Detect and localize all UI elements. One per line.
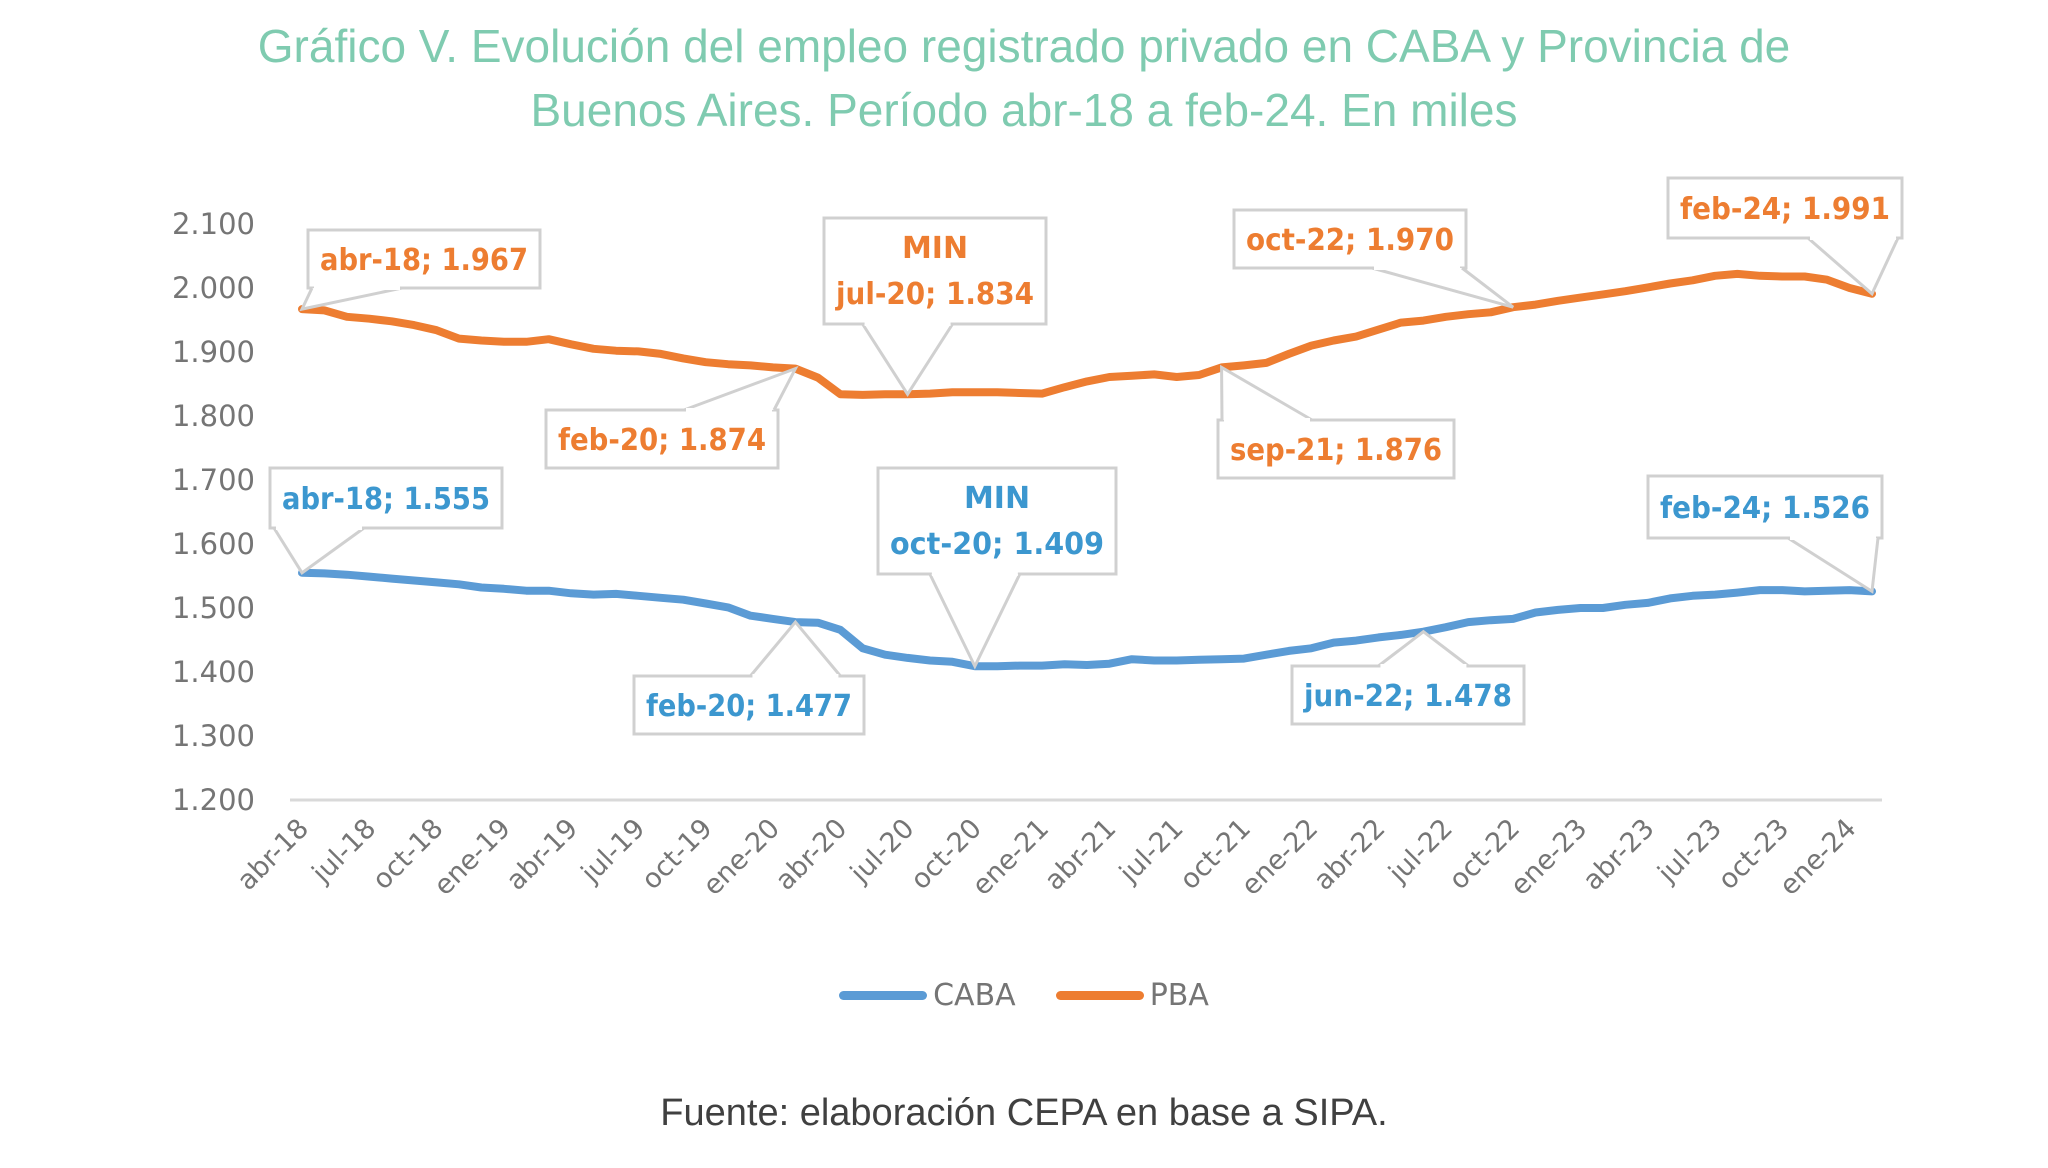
x-tick-label: ene-22 bbox=[1236, 813, 1325, 902]
callout-pba-jul-20: MIN jul-20; 1.834 bbox=[822, 216, 1048, 398]
callout-pba-feb-20: feb-20; 1.874 bbox=[544, 365, 799, 470]
x-tick-label: abr-21 bbox=[1039, 813, 1123, 897]
callout-label: abr-18; 1.555 bbox=[282, 482, 490, 517]
callout-box bbox=[1232, 208, 1468, 270]
x-tick-label: abr-23 bbox=[1577, 813, 1661, 897]
chart-title: Gráfico V. Evolución del empleo registra… bbox=[0, 14, 2048, 142]
callout-pointer bbox=[928, 573, 1022, 670]
callout-label: oct-20; 1.409 bbox=[890, 527, 1104, 562]
legend: CABA PBA bbox=[0, 978, 2048, 1013]
callout-label: sep-21; 1.876 bbox=[1230, 433, 1442, 468]
callout-box bbox=[268, 466, 504, 530]
y-tick-label: 1.700 bbox=[172, 463, 255, 497]
legend-label-caba: CABA bbox=[933, 978, 1016, 1013]
callout-pointer bbox=[861, 323, 954, 398]
callout-pointer bbox=[1220, 364, 1313, 422]
callout-caba-jun-22: jun-22; 1.478 bbox=[1290, 629, 1526, 726]
callout-pointer bbox=[1371, 266, 1515, 309]
callout-caba-abr-18: abr-18; 1.555 bbox=[268, 466, 504, 575]
series-line-caba bbox=[298, 568, 1876, 671]
legend-swatch-pba bbox=[1055, 991, 1144, 1000]
x-axis: abr-18jul-18oct-18ene-19abr-19jul-19oct-… bbox=[231, 813, 1862, 902]
x-tick-label: ene-19 bbox=[428, 813, 517, 902]
callout-box bbox=[1216, 418, 1456, 480]
callout-pointer bbox=[1377, 629, 1470, 668]
legend-item-caba[interactable]: CABA bbox=[839, 978, 1016, 1013]
callout-box bbox=[1646, 474, 1884, 540]
callout-box bbox=[306, 228, 542, 290]
series-layer bbox=[298, 269, 1876, 671]
legend-label-pba: PBA bbox=[1149, 978, 1209, 1013]
y-axis: 1.200 1.300 1.400 1.500 1.600 1.700 1.800 1.900… bbox=[172, 207, 255, 817]
callout-label: feb-24; 1.991 bbox=[1680, 192, 1890, 227]
callout-pba-sep-21: sep-21; 1.876 bbox=[1216, 364, 1456, 480]
callout-pointer bbox=[272, 526, 365, 575]
y-tick-label: 1.900 bbox=[172, 335, 255, 369]
y-tick-label: 1.200 bbox=[172, 783, 255, 817]
x-tick-label: abr-19 bbox=[501, 813, 585, 897]
x-tick-label: abr-22 bbox=[1308, 813, 1392, 897]
callout-pointer bbox=[683, 365, 799, 412]
callout-box bbox=[876, 466, 1118, 576]
callout-label: feb-24; 1.526 bbox=[1660, 491, 1870, 526]
x-tick-label: ene-23 bbox=[1505, 813, 1594, 902]
callout-box bbox=[1666, 176, 1904, 240]
callout-label: oct-22; 1.970 bbox=[1246, 223, 1454, 258]
chart-title-line-1: Gráfico V. Evolución del empleo registra… bbox=[257, 20, 1791, 72]
legend-swatch-caba bbox=[839, 991, 928, 1000]
callout-pointer bbox=[1807, 236, 1900, 297]
callout-caba-feb-20: feb-20; 1.477 bbox=[632, 619, 866, 736]
callout-label: jun-22; 1.478 bbox=[1303, 679, 1512, 714]
callout-header: MIN bbox=[902, 231, 968, 266]
callout-pointer bbox=[299, 286, 403, 312]
x-tick-label: ene-24 bbox=[1774, 813, 1863, 902]
source-note: Fuente: elaboración CEPA en base a SIPA. bbox=[660, 1092, 1388, 1134]
y-tick-label: 1.300 bbox=[172, 719, 255, 753]
x-tick-label: abr-18 bbox=[231, 813, 315, 897]
callout-box bbox=[822, 216, 1048, 326]
y-tick-label: 1.400 bbox=[172, 655, 255, 689]
x-tick-label: ene-21 bbox=[966, 813, 1055, 902]
y-tick-label: 1.600 bbox=[172, 527, 255, 561]
callout-label: jul-20; 1.834 bbox=[835, 277, 1034, 312]
callout-pointer bbox=[749, 619, 842, 677]
callout-label: feb-20; 1.874 bbox=[558, 423, 766, 458]
callout-pba-abr-18: abr-18; 1.967 bbox=[299, 228, 542, 312]
callout-label: feb-20; 1.477 bbox=[646, 689, 852, 724]
y-tick-label: 2.000 bbox=[172, 271, 255, 305]
callout-caba-feb-24: feb-24; 1.526 bbox=[1646, 474, 1884, 594]
x-tick-label: ene-20 bbox=[697, 813, 786, 902]
callout-caba-oct-20: MIN oct-20; 1.409 bbox=[876, 466, 1118, 670]
annotation-layer: abr-18; 1.967 feb-20; 1.874 MIN jul-20; 1.8… bbox=[268, 176, 1904, 736]
y-tick-label: 1.800 bbox=[172, 399, 255, 433]
y-tick-label: 1.500 bbox=[172, 591, 255, 625]
callout-pba-oct-22: oct-22; 1.970 bbox=[1232, 208, 1515, 309]
chart-title-line-2: Buenos Aires. Período abr-18 a feb-24. E… bbox=[530, 84, 1518, 136]
series-line-pba bbox=[298, 269, 1876, 399]
callout-pointer bbox=[1787, 536, 1880, 594]
y-tick-label: 2.100 bbox=[172, 207, 255, 241]
x-tick-label: abr-20 bbox=[770, 813, 854, 897]
legend-item-pba[interactable]: PBA bbox=[1055, 978, 1209, 1013]
callout-header: MIN bbox=[964, 481, 1030, 516]
callout-label: abr-18; 1.967 bbox=[320, 243, 528, 278]
callout-pba-feb-24: feb-24; 1.991 bbox=[1666, 176, 1904, 297]
